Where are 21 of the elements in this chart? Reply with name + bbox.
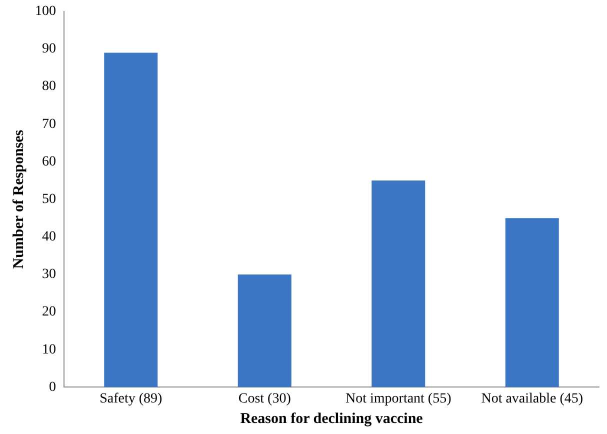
x-tick-label: Cost (30) (238, 391, 292, 406)
y-tick-label: 90 (42, 42, 56, 57)
x-tick-label: Safety (89) (100, 391, 163, 406)
x-tick-label: Not available (45) (481, 391, 584, 406)
y-tick-label: 40 (42, 230, 56, 245)
x-axis-title: Reason for declining vaccine (240, 410, 424, 427)
y-tick-label: 100 (35, 4, 56, 20)
y-tick-label: 30 (42, 267, 56, 282)
y-tick-label: 0 (49, 380, 56, 395)
y-tick-label: 20 (42, 304, 56, 320)
bar (104, 52, 158, 388)
y-tick-label: 50 (42, 192, 56, 207)
bar (372, 180, 426, 388)
y-tick-label: 70 (42, 116, 56, 132)
y-tick-label: 80 (42, 79, 56, 94)
y-tick-label: 60 (42, 154, 56, 170)
bar (505, 218, 559, 388)
y-axis-title: Number of Responses (10, 130, 27, 269)
x-tick-label: Not important (55) (345, 391, 452, 406)
bar (238, 274, 292, 388)
y-tick-label: 10 (42, 342, 56, 358)
